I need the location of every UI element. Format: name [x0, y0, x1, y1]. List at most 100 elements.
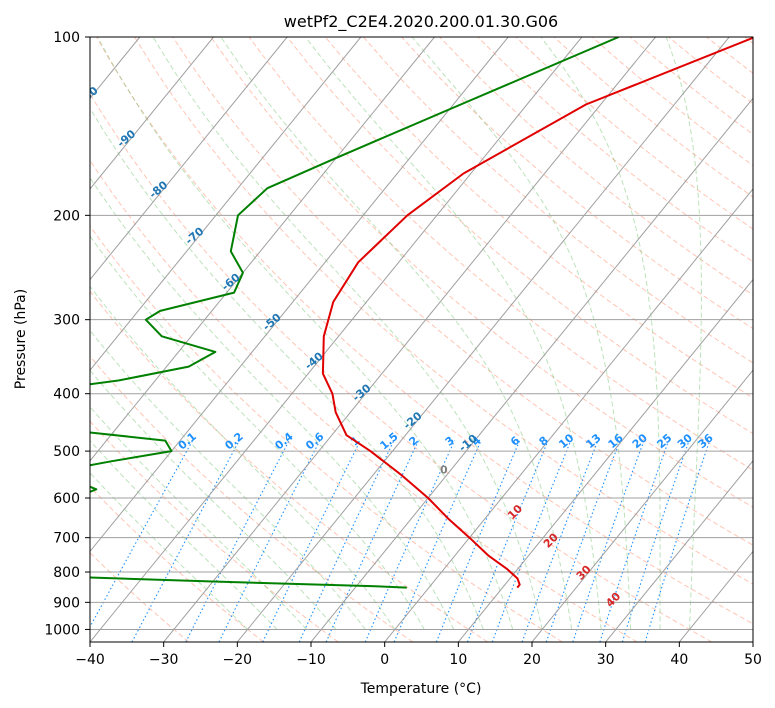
mixing-ratio-label: 30: [675, 431, 695, 451]
dry-adiabat-line: [363, 37, 753, 364]
mixing-ratio-label: 10: [556, 431, 576, 451]
dry-adiabat-line: [668, 37, 753, 105]
y-tick-label: 400: [53, 387, 80, 403]
dry-adiabat-line: [90, 552, 190, 642]
dry-adiabat-line: [553, 37, 753, 198]
mixing-ratio-label: 2: [407, 434, 421, 449]
mixing-ratio-line: [298, 440, 395, 642]
dry-adiabat-label: 10: [505, 502, 525, 522]
mixing-ratio-line: [599, 440, 670, 642]
dry-adiabat-line: [477, 37, 753, 263]
x-tick-label: −10: [296, 652, 326, 668]
x-axis-label: Temperature (°C): [360, 681, 482, 697]
y-tick-label: 300: [53, 313, 80, 329]
mixing-ratio-label: 13: [584, 431, 604, 451]
mixing-ratio-label: 16: [606, 431, 626, 451]
moist-adiabat-line: [90, 406, 307, 630]
dry-adiabat-line: [744, 37, 753, 44]
dry-adiabat-line: [324, 37, 753, 399]
moist-adiabat-line: [665, 37, 702, 630]
isotherm-line: [90, 37, 509, 553]
isotherm-line: [236, 37, 730, 642]
dry-adiabat-line: [90, 92, 712, 642]
mixing-ratio-label: 8: [537, 434, 551, 449]
mixing-ratio-line: [364, 440, 456, 642]
mixing-ratio-line: [325, 440, 419, 642]
moist-adiabat-line: [152, 37, 543, 630]
x-tick-label: 0: [380, 652, 389, 668]
mixing-ratio-line: [185, 440, 290, 642]
mixing-ratio-line: [521, 440, 599, 642]
x-axis: −40 −30 −20 −10 0 10 20 30 40 50: [75, 642, 762, 668]
x-tick-label: 30: [597, 652, 615, 668]
dry-adiabat-line: [96, 37, 753, 625]
isotherm-line: [90, 37, 214, 190]
x-tick-label: 10: [449, 652, 467, 668]
y-tick-label: 900: [53, 595, 80, 611]
mixing-ratio-label: 0.4: [272, 430, 296, 453]
dry-adiabat-label: 20: [541, 530, 561, 550]
moist-adiabat-line: [90, 285, 396, 630]
y-axis: 100 200 300 400 500 600 700 800 900 1000: [44, 30, 90, 638]
mixing-ratio-label: 0.2: [223, 430, 246, 452]
dry-adiabat-label: 40: [603, 590, 623, 610]
moist-adiabat-line: [90, 329, 366, 630]
y-tick-label: 700: [53, 531, 80, 547]
mixing-ratio-line: [90, 440, 194, 629]
x-tick-label: −40: [75, 652, 105, 668]
moist-adiabat-label: -90: [115, 127, 139, 150]
mixing-ratio-line: [644, 440, 711, 642]
plot-background: [0, 37, 753, 642]
mixing-ratio-line: [572, 440, 645, 642]
data-series: [90, 37, 753, 589]
dry-adiabat-line: [90, 355, 414, 642]
isotherm-line: [457, 278, 753, 642]
x-tick-label: 50: [744, 652, 762, 668]
moist-adiabat-line: [90, 472, 248, 630]
mixing-ratio-label: 36: [696, 431, 716, 451]
y-axis-label: Pressure (hPa): [13, 289, 29, 389]
y-tick-label: 500: [53, 444, 80, 460]
x-tick-label: 20: [523, 652, 541, 668]
dry-adiabat-line: [401, 37, 753, 330]
moist-adiabat-line: [90, 440, 278, 630]
moist-adiabat-line: [90, 107, 484, 630]
freezing-level-label: 0: [440, 463, 448, 476]
dry-adiabat-line: [90, 225, 563, 642]
dry-adiabat-line: [591, 37, 753, 166]
line-labels: 0.1 0.2 0.4 0.6 1 1.5 2 3 4 6 8 10 13 16 20 25 30 36-100-…: [71, 84, 716, 610]
dry-adiabat-line: [90, 420, 339, 642]
moist-adiabat-line: [305, 37, 602, 630]
isotherm-line: [90, 37, 583, 642]
moist-adiabat-line: [97, 37, 514, 630]
y-tick-label: 1000: [44, 622, 80, 638]
y-tick-label: 800: [53, 565, 80, 581]
mixing-ratio-label: 20: [630, 431, 650, 451]
mixing-ratio-label: 3: [443, 434, 457, 449]
x-tick-label: −30: [149, 652, 179, 668]
moist-adiabat-label: -100: [71, 84, 101, 112]
mixing-ratio-line: [262, 440, 361, 642]
x-tick-label: −20: [223, 652, 253, 668]
isotherm-line: [90, 37, 362, 371]
isotherm-line: [384, 188, 753, 642]
dry-adiabat-line: [439, 37, 753, 296]
moist-adiabat-line: [540, 37, 661, 630]
isotherm-line: [163, 37, 656, 642]
dry-adiabat-line: [90, 290, 488, 642]
temperature-profile-line: [321, 37, 753, 589]
moist-adiabat-label: -20: [401, 409, 425, 432]
dry-adiabat-label: 30: [574, 562, 594, 582]
mixing-ratio-line: [621, 440, 690, 642]
moist-adiabat-line: [220, 37, 573, 630]
isotherm-line: [310, 97, 753, 642]
dry-adiabat-line: [134, 37, 753, 585]
y-tick-label: 100: [53, 30, 80, 46]
moist-adiabat-label: -80: [147, 178, 171, 201]
mixing-ratio-line: [131, 440, 240, 642]
isotherm-line: [0, 37, 66, 642]
x-tick-label: 40: [670, 652, 688, 668]
isotherm-line: [90, 37, 288, 281]
isotherm-line: [605, 459, 753, 642]
mixing-ratio-line: [218, 440, 321, 642]
